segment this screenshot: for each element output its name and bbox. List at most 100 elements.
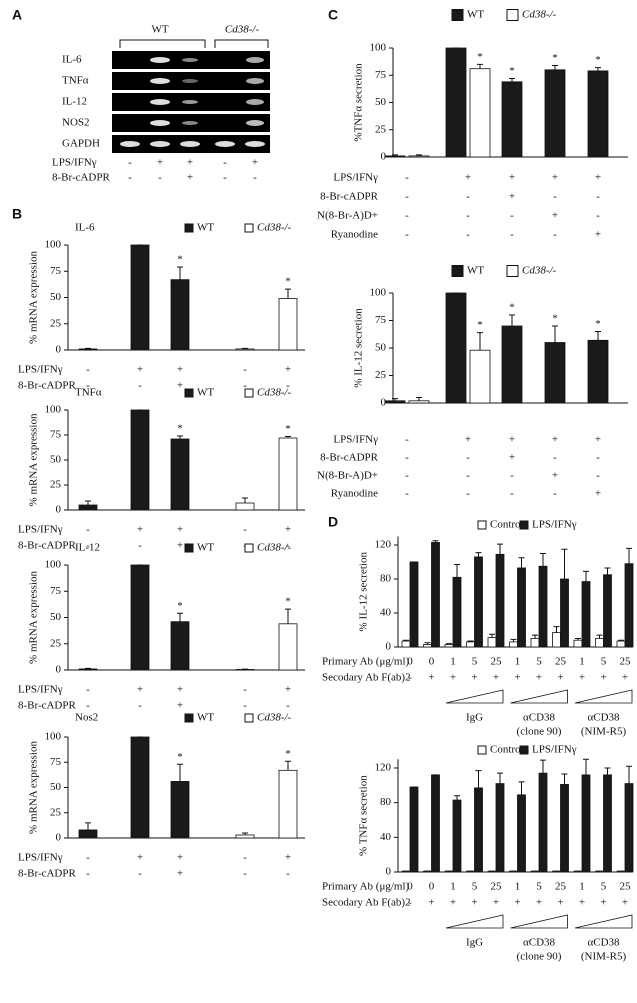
error-bar (454, 564, 460, 578)
y-tick-label: 80 (380, 573, 392, 585)
condition-sign: + (493, 897, 499, 909)
legend-label: Cd38-/- (522, 265, 557, 277)
bar (78, 668, 98, 671)
condition-label: 8-Br-cADPR (18, 868, 76, 880)
panel-letter: A (12, 7, 22, 23)
condition-label: LPS/IFNγ (18, 852, 63, 864)
bar (560, 578, 569, 648)
condition-sign: - (286, 540, 290, 552)
bar (235, 502, 255, 511)
condition-label: LPS/IFNγ (18, 684, 63, 696)
y-tick-label: 120 (375, 539, 392, 551)
legend-label: WT (467, 265, 484, 277)
y-tick-label: 100 (45, 404, 62, 416)
error-bar (477, 332, 483, 351)
condition-sign: - (286, 700, 290, 712)
y-tick-label: 50 (375, 96, 387, 108)
group-label: (NIM-R5) (581, 951, 627, 963)
y-tick-label: 50 (50, 291, 62, 303)
condition-sign: + (622, 897, 628, 909)
condition-sign: 5 (601, 881, 607, 893)
significance: * (285, 748, 291, 760)
condition-sign: + (622, 672, 628, 684)
condition-sign: + (552, 172, 558, 184)
bar (509, 641, 518, 648)
condition-sign: + (465, 434, 471, 446)
condition-sign: 0 (429, 881, 435, 893)
error-bar (424, 642, 431, 645)
gene-label: IL-12 (62, 96, 87, 108)
legend-swatch (477, 745, 487, 755)
y-tick-label: 75 (50, 265, 62, 277)
condition-sign: - (86, 524, 90, 536)
condition-sign: - (128, 172, 132, 184)
bar (170, 621, 190, 671)
condition-sign: + (557, 672, 563, 684)
y-axis-label: %TNFα secretion (353, 63, 365, 142)
condition-sign: - (286, 868, 290, 880)
error-bar (285, 288, 291, 299)
gel-group: WT (151, 24, 168, 36)
legend-swatch (184, 388, 194, 398)
condition-sign: - (223, 157, 227, 169)
panel-letter: B (12, 206, 22, 222)
legend-swatch (244, 543, 254, 553)
bar (624, 563, 634, 648)
condition-sign: - (86, 364, 90, 376)
bar (170, 438, 190, 511)
error-bar (432, 540, 439, 543)
condition-sign: + (465, 172, 471, 184)
legend-swatch (519, 520, 529, 530)
bar (517, 567, 526, 648)
error-bar (85, 500, 91, 505)
condition-sign: + (137, 684, 143, 696)
legend-swatch (477, 520, 487, 530)
bar (474, 556, 483, 648)
wedge (510, 689, 568, 704)
condition-sign: + (536, 672, 542, 684)
condition-sign: - (243, 684, 247, 696)
bar (130, 409, 150, 511)
condition-sign: + (471, 672, 477, 684)
condition-sign: - (510, 470, 514, 482)
y-tick-label: 100 (370, 42, 387, 54)
condition-sign: - (86, 868, 90, 880)
condition-label: N(8-Br-A)D+ (317, 470, 378, 482)
y-tick-label: 0 (56, 664, 62, 676)
group-label: αCD38 (523, 712, 556, 724)
legend-swatch (184, 223, 194, 233)
condition-label: 8-Br-cADPR (320, 452, 378, 464)
condition-sign: + (471, 897, 477, 909)
condition-sign: + (187, 157, 193, 169)
bar (278, 298, 298, 351)
y-tick-label: 0 (56, 344, 62, 356)
condition-sign: + (509, 434, 515, 446)
legend-swatch (519, 745, 529, 755)
condition-sign: - (86, 540, 90, 552)
y-axis-label: % mRNA expression (28, 413, 40, 506)
condition-sign: + (137, 852, 143, 864)
condition-sign: 1 (450, 656, 456, 668)
significance: * (595, 54, 601, 66)
bar (130, 564, 150, 671)
error-bar (85, 347, 91, 349)
condition-label: Secodary Ab F(ab)2 (322, 672, 411, 684)
significance: * (177, 600, 183, 612)
bar (130, 736, 150, 839)
condition-sign: 5 (536, 656, 542, 668)
wedge (574, 689, 633, 704)
bar (384, 400, 406, 404)
bar (445, 292, 467, 404)
wedge (574, 914, 633, 929)
condition-sign: + (595, 229, 601, 241)
error-bar (510, 638, 517, 642)
condition-sign: 1 (579, 656, 585, 668)
bar (466, 641, 475, 648)
bar (445, 47, 467, 158)
y-tick-label: 75 (50, 429, 62, 441)
error-bar (177, 763, 183, 782)
wedge (445, 914, 504, 929)
bar (495, 783, 505, 873)
y-tick-label: 0 (56, 504, 62, 516)
bar (517, 794, 526, 873)
